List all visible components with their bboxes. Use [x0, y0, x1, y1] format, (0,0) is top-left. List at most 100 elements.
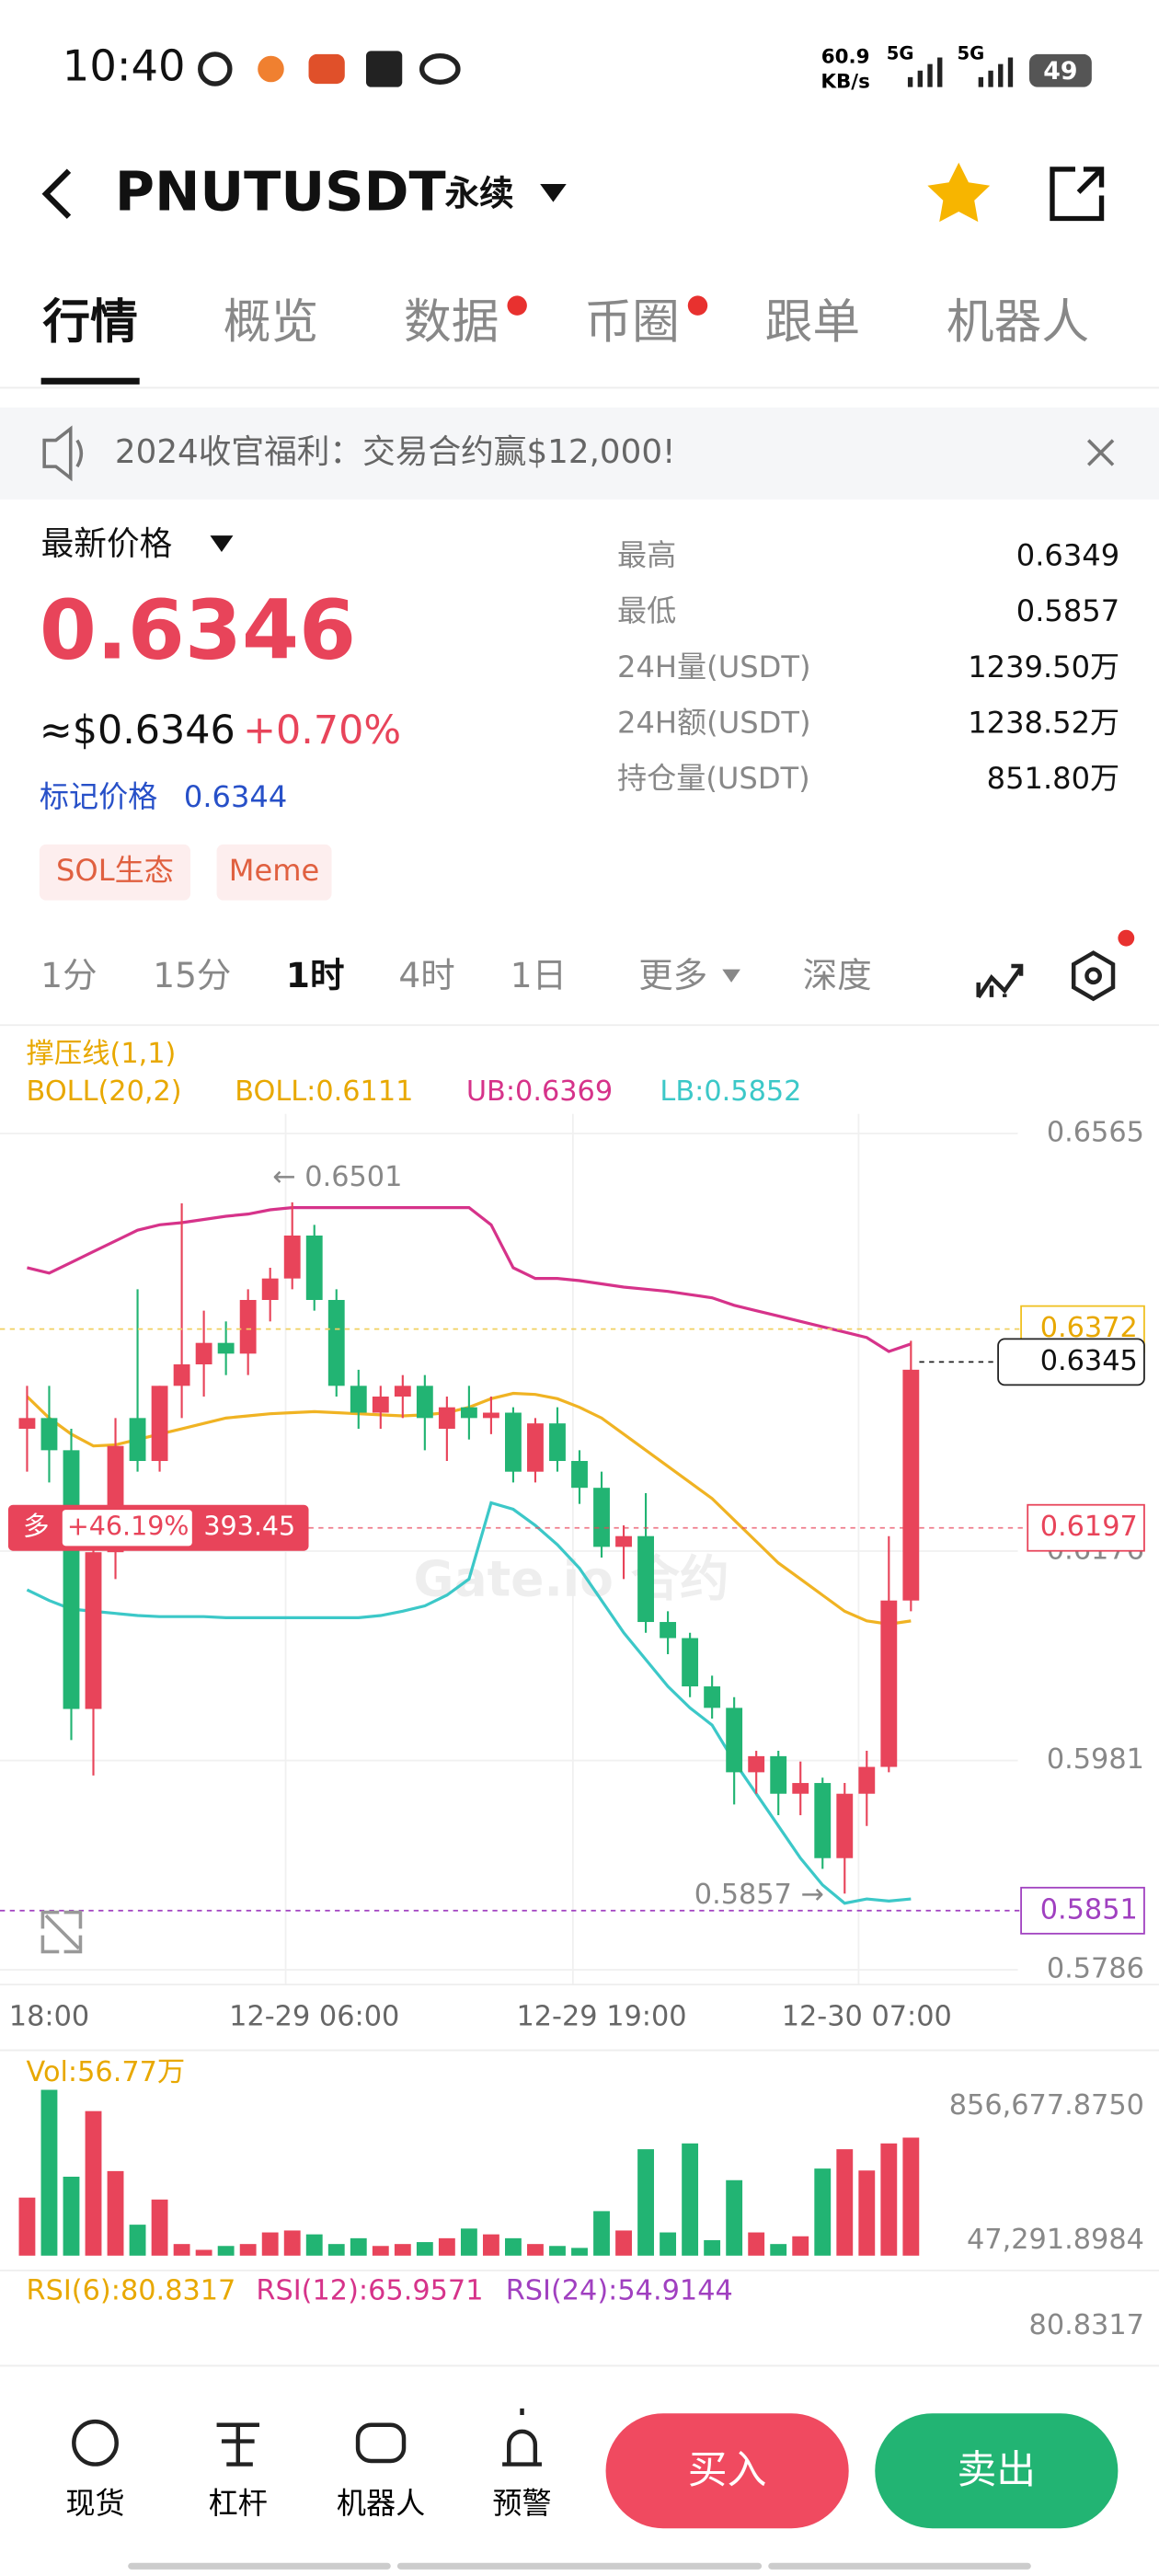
icon — [365, 51, 403, 87]
tab[interactable]: 行情 — [42, 295, 138, 351]
net-type: 5G — [887, 42, 914, 63]
candle-body — [615, 1535, 632, 1547]
speaker-icon — [42, 425, 84, 482]
sell-label[interactable]: 卖出 — [957, 2447, 1036, 2493]
candle-body — [283, 1235, 301, 1279]
buy-button[interactable] — [605, 2413, 849, 2529]
volume-bar — [527, 2244, 544, 2256]
candle-body — [372, 1397, 389, 1413]
y-tick-label: 0.6565 — [1047, 1117, 1144, 1149]
candle-body — [770, 1755, 787, 1794]
stat-value: 0.5857 — [1016, 593, 1119, 628]
volume-bar — [261, 2232, 279, 2256]
buy-label[interactable]: 买入 — [688, 2447, 767, 2493]
close-banner[interactable] — [1086, 439, 1115, 466]
candle-body — [858, 1766, 876, 1794]
volume-bar — [438, 2237, 455, 2256]
volume-bar — [770, 2244, 787, 2256]
high-marker: ← 0.6501 — [272, 1161, 402, 1193]
candle-body — [527, 1423, 544, 1472]
volume-bar — [836, 2149, 854, 2256]
candle-body — [571, 1461, 588, 1489]
volume-bar — [748, 2232, 765, 2256]
banner-text[interactable]: 2024收官福利：交易合约赢$12,000! — [115, 433, 675, 471]
interval[interactable]: 1时 — [286, 955, 345, 995]
volume-bar — [107, 2170, 124, 2256]
candle-body — [63, 1450, 80, 1709]
low-marker: 0.5857 → — [694, 1879, 824, 1911]
volume-bar — [637, 2149, 654, 2256]
sr-label: 撑压线(1,1) — [27, 1038, 177, 1070]
last-price: 0.6346 — [40, 582, 356, 678]
candle-body — [505, 1412, 522, 1472]
x-tick-label: 12-29 19:00 — [516, 2000, 686, 2032]
tab[interactable]: 币圈 — [584, 295, 680, 351]
volume-bar — [704, 2239, 721, 2256]
nav-icon[interactable] — [502, 2408, 542, 2467]
settings-icon[interactable] — [1071, 950, 1116, 1002]
dropdown-arrow[interactable] — [210, 535, 234, 552]
dropdown-arrow[interactable] — [540, 184, 567, 202]
rsi-label: RSI(24):54.9144 — [506, 2275, 733, 2307]
candle-body — [261, 1278, 279, 1300]
stat-label: 24H量(USDT) — [617, 650, 810, 684]
candle-body — [239, 1299, 257, 1354]
stat-label: 最低 — [617, 593, 676, 628]
symbol[interactable]: PNUTUSDT — [115, 160, 446, 224]
tag[interactable]: Meme — [229, 853, 320, 888]
interval[interactable]: 15分 — [153, 955, 231, 995]
tag[interactable]: SOL生态 — [56, 853, 174, 888]
candle-body — [195, 1342, 212, 1365]
nav-label[interactable]: 杠杆 — [209, 2486, 268, 2521]
nav-label[interactable]: 预警 — [492, 2486, 551, 2521]
indicator-icon[interactable] — [976, 963, 1024, 999]
candle-body — [151, 1386, 168, 1462]
volume-bar — [792, 2236, 809, 2256]
stats: 最高 0.6349 最低 0.5857 24H量(USDT) 1239.50万 24H额(U… — [617, 537, 1119, 796]
lb-tag — [1020, 1886, 1145, 1935]
last-tag — [997, 1338, 1145, 1386]
candle-body — [792, 1783, 809, 1794]
interval[interactable]: 4时 — [398, 955, 454, 995]
nav-label[interactable]: 现货 — [65, 2486, 124, 2521]
tag-bg — [216, 844, 332, 901]
tab[interactable]: 机器人 — [947, 295, 1089, 351]
volume-bar — [239, 2244, 257, 2256]
volume-bar — [682, 2143, 699, 2256]
price-label[interactable]: 最新价格 — [41, 525, 173, 563]
settings-icon[interactable] — [1084, 967, 1102, 985]
tab[interactable]: 数据 — [404, 295, 499, 351]
candle-body — [880, 1600, 898, 1767]
tag-bg — [39, 844, 191, 901]
tab[interactable]: 跟单 — [765, 295, 861, 351]
volume-bar — [593, 2211, 610, 2256]
nav-icon[interactable] — [72, 2419, 119, 2467]
contract-type[interactable]: 永续 — [445, 173, 514, 213]
candle-body — [549, 1423, 566, 1462]
volume-bar — [394, 2244, 411, 2256]
tab[interactable]: 概览 — [224, 295, 319, 351]
stat-value: 1238.52万 — [968, 705, 1119, 740]
fullscreen-icon[interactable] — [40, 1910, 83, 1954]
interval[interactable]: 深度 — [803, 955, 872, 995]
volume-bar — [40, 2089, 58, 2256]
sell-button[interactable] — [875, 2413, 1119, 2529]
interval[interactable]: 更多 — [638, 955, 707, 995]
back-button[interactable] — [41, 168, 72, 219]
x-tick-label: 12-29 06:00 — [229, 2000, 399, 2032]
volume-bar — [880, 2143, 898, 2256]
candle-body — [217, 1342, 235, 1354]
interval[interactable]: 1分 — [40, 955, 97, 995]
nav-icon[interactable] — [355, 2422, 407, 2464]
nav-icon[interactable] — [216, 2422, 259, 2467]
favorite[interactable] — [927, 162, 991, 223]
net-unit: KB/s — [820, 70, 869, 93]
interval[interactable]: 1日 — [511, 955, 567, 995]
candle-body — [305, 1235, 323, 1300]
dropdown-arrow[interactable] — [722, 969, 740, 983]
badge — [687, 295, 708, 316]
volume-bar — [902, 2137, 920, 2256]
share[interactable] — [1050, 167, 1105, 222]
nav-label[interactable]: 机器人 — [337, 2486, 425, 2521]
